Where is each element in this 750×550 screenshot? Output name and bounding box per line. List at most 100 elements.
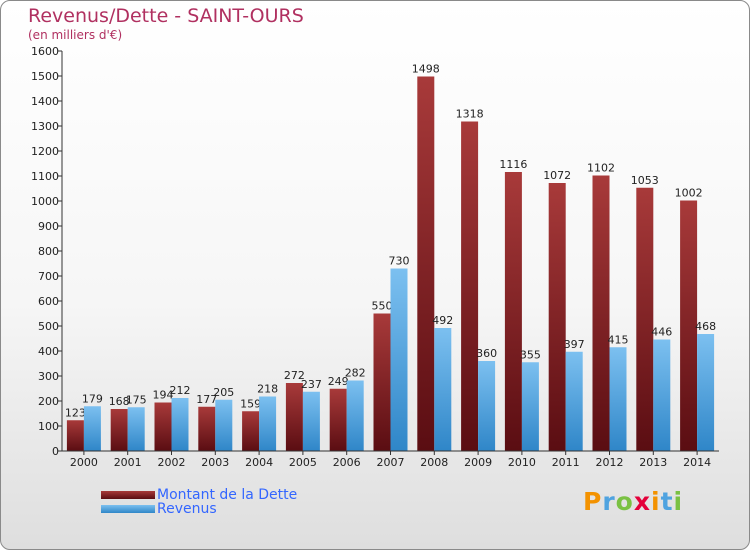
y-tick-label: 200: [38, 395, 59, 408]
value-label-dette-2011: 1072: [543, 169, 571, 182]
value-label-dette-2014: 1002: [675, 187, 703, 200]
x-axis: 2000 2001 2002 2003 2004 2005 2006 2007 2008 2009…: [62, 450, 719, 469]
y-tick-label: 1300: [31, 120, 59, 133]
bar-dette-2003: [198, 406, 216, 451]
y-tick-label: 800: [38, 245, 59, 258]
value-label-revenus-2005: 237: [301, 378, 322, 391]
bar-dette-2000: [66, 420, 84, 451]
y-axis: 0 100 200 300 400 500 600 700 800 900 1000 1100 1200…: [31, 45, 63, 458]
bar-dette-2005: [285, 383, 303, 451]
value-label-dette-2004: 159: [240, 397, 261, 410]
logo-letter: x: [633, 487, 651, 516]
value-label-dette-2003: 177: [196, 393, 217, 406]
value-label-revenus-2011: 397: [564, 338, 585, 351]
bar-revenus-2013: [653, 339, 671, 451]
chart-subtitle: (en milliers d'€): [28, 28, 123, 42]
value-label-revenus-2008: 492: [432, 314, 453, 327]
value-label-dette-2005: 272: [284, 369, 305, 382]
proxiti-logo: Proxiti: [583, 487, 683, 516]
logo-letter: i: [651, 487, 661, 516]
x-tick-label-2004: 2004: [245, 456, 273, 469]
bar-revenus-2009: [478, 361, 496, 451]
value-label-revenus-2000: 179: [82, 392, 103, 405]
bar-revenus-2004: [259, 396, 277, 451]
value-label-revenus-2009: 360: [476, 347, 497, 360]
x-tick-label-2014: 2014: [683, 456, 711, 469]
value-label-dette-2006: 249: [328, 375, 349, 388]
logo-letter: r: [602, 487, 616, 516]
x-tick-label-2013: 2013: [639, 456, 667, 469]
x-tick-label-2008: 2008: [420, 456, 448, 469]
y-tick-label: 700: [38, 270, 59, 283]
y-tick-label: 1100: [31, 170, 59, 183]
y-tick-label: 400: [38, 345, 59, 358]
logo-letter: o: [615, 487, 634, 516]
y-tick-label: 1200: [31, 145, 59, 158]
y-tick-label: 900: [38, 220, 59, 233]
x-tick-label-2003: 2003: [201, 456, 229, 469]
y-tick-label: 500: [38, 320, 59, 333]
x-tick-label-2006: 2006: [333, 456, 361, 469]
bar-revenus-2006: [346, 380, 364, 451]
bar-revenus-2002: [171, 398, 189, 451]
x-tick-label-2001: 2001: [114, 456, 142, 469]
bar-revenus-2011: [565, 351, 583, 451]
bar-dette-2002: [154, 402, 172, 451]
y-tick-label: 1000: [31, 195, 59, 208]
value-label-dette-2001: 168: [109, 395, 130, 408]
bar-revenus-2014: [697, 334, 715, 451]
value-label-revenus-2001: 175: [126, 393, 147, 406]
value-label-revenus-2010: 355: [520, 348, 541, 361]
bar-revenus-2010: [521, 362, 539, 451]
bar-dette-2011: [548, 183, 566, 451]
bar-dette-2014: [680, 200, 698, 451]
x-tick-label-2012: 2012: [596, 456, 624, 469]
bar-dette-2013: [636, 187, 654, 451]
bar-revenus-2005: [302, 391, 320, 451]
chart-title: Revenus/Dette - SAINT-OURS: [28, 5, 304, 27]
value-label-revenus-2003: 205: [213, 386, 234, 399]
bar-dette-2010: [504, 172, 522, 451]
legend-item-dette: Montant de la Dette: [101, 487, 297, 503]
value-label-revenus-2007: 730: [389, 255, 410, 268]
legend-swatch-dette: [101, 491, 155, 499]
value-label-revenus-2002: 212: [170, 384, 191, 397]
y-tick-label: 100: [38, 420, 59, 433]
value-label-revenus-2013: 446: [651, 326, 672, 339]
legend-label-dette: Montant de la Dette: [157, 487, 298, 503]
x-tick-label-2011: 2011: [552, 456, 580, 469]
bar-dette-2009: [461, 121, 479, 451]
legend-label-revenus: Revenus: [157, 501, 217, 517]
y-tick-label: 1400: [31, 95, 59, 108]
bar-dette-2007: [373, 313, 391, 451]
x-tick-label-2010: 2010: [508, 456, 536, 469]
y-tick-label: 1500: [31, 70, 59, 83]
value-label-revenus-2006: 282: [345, 367, 366, 380]
x-tick-label-2005: 2005: [289, 456, 317, 469]
bar-revenus-2000: [83, 406, 101, 451]
bar-dette-2004: [242, 411, 260, 451]
logo-letter: i: [673, 487, 684, 516]
bar-dette-2001: [110, 409, 128, 451]
value-label-revenus-2014: 468: [695, 320, 716, 333]
value-label-dette-2012: 1102: [587, 162, 615, 175]
value-label-revenus-2012: 415: [608, 333, 629, 346]
bar-dette-2012: [592, 175, 610, 451]
value-label-dette-2008: 1498: [412, 63, 440, 76]
y-tick-label: 300: [38, 370, 59, 383]
value-label-dette-2000: 123: [65, 406, 86, 419]
value-label-dette-2009: 1318: [456, 108, 484, 121]
logo-letter: P: [583, 487, 603, 516]
value-label-revenus-2004: 218: [257, 383, 278, 396]
bar-revenus-2012: [609, 347, 627, 451]
y-tick-label: 0: [52, 445, 59, 458]
value-label-dette-2002: 194: [153, 389, 174, 402]
bar-dette-2008: [417, 76, 435, 451]
value-label-dette-2013: 1053: [631, 174, 659, 187]
logo-letter: t: [660, 487, 674, 516]
legend-item-revenus: Revenus: [101, 501, 217, 517]
bar-dette-2006: [329, 388, 347, 451]
